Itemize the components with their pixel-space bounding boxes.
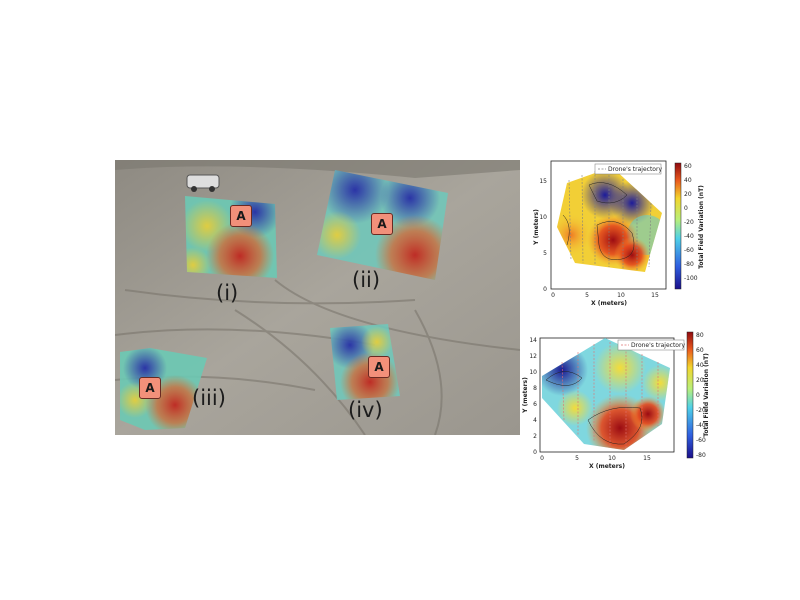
svg-text:-20: -20 [696,407,706,414]
svg-text:0: 0 [551,292,555,299]
svg-text:12: 12 [529,353,537,360]
svg-text:-80: -80 [684,261,694,268]
colorbar-label: Total Field Variation (nT) [698,185,705,269]
anomaly-badge: A [368,356,390,378]
y-axis: 0 5 10 15 Y (meters) [533,178,547,293]
svg-text:6: 6 [533,401,537,408]
svg-text:80: 80 [696,332,704,339]
svg-text:0: 0 [696,392,700,399]
svg-text:60: 60 [684,163,692,170]
anomaly-badge: A [371,213,393,235]
svg-text:14: 14 [529,337,537,344]
svg-text:4: 4 [533,417,537,424]
plot-area [539,337,675,453]
y-axis: 0 2 4 6 8 10 12 14 Y (meters) [522,337,537,456]
colorbar: 80 60 40 20 0 -20 -40 -60 -80 Total Fiel… [686,331,710,459]
svg-text:15: 15 [643,455,651,462]
svg-text:15: 15 [651,292,659,299]
anomaly-badge: A [230,205,252,227]
svg-text:40: 40 [684,177,692,184]
svg-text:15: 15 [539,178,547,185]
svg-text:-80: -80 [696,452,706,459]
svg-text:-100: -100 [684,275,698,282]
anomaly-badge: A [139,377,161,399]
survey-patch-iv [330,324,400,400]
legend: Drone's trajectory [617,339,685,351]
site-label-iv: (iv) [348,398,383,422]
y-axis-label: Y (meters) [522,377,529,414]
svg-text:20: 20 [684,191,692,198]
x-axis: 0 5 10 15 X (meters) [540,455,651,470]
svg-text:-40: -40 [684,233,694,240]
svg-text:0: 0 [533,449,537,456]
survey-patch-ii [317,170,448,280]
svg-text:60: 60 [696,347,704,354]
y-axis-label: Y (meters) [533,209,540,246]
legend: Drone's trajectory [594,163,662,175]
site-label-ii: (ii) [352,268,381,292]
aerial-photo [115,160,520,435]
svg-text:10: 10 [529,369,537,376]
truck [186,174,220,192]
svg-text:-60: -60 [696,437,706,444]
svg-text:5: 5 [575,455,579,462]
site-label-i: (i) [216,281,239,305]
magnetic-map-top: 0 5 10 15 X (meters) 0 5 10 15 Y (meters… [527,155,707,310]
colorbar: 60 40 20 0 -20 -40 -60 -80 -100 Total Fi… [674,162,705,290]
svg-text:10: 10 [608,455,616,462]
svg-text:0: 0 [540,455,544,462]
svg-text:-20: -20 [684,219,694,226]
x-axis: 0 5 10 15 X (meters) [551,292,659,307]
svg-text:-40: -40 [696,422,706,429]
plot-area [550,160,667,290]
svg-text:0: 0 [684,205,688,212]
svg-text:0: 0 [543,286,547,293]
svg-text:8: 8 [533,385,537,392]
svg-text:10: 10 [617,292,625,299]
svg-text:5: 5 [543,250,547,257]
legend-label: Drone's trajectory [608,166,662,173]
svg-text:40: 40 [696,362,704,369]
magnetic-map-bottom: 0 5 10 15 X (meters) 0 2 4 6 8 10 12 14 … [520,328,710,478]
svg-text:10: 10 [539,214,547,221]
survey-patch-i [185,196,277,278]
legend-label: Drone's trajectory [631,342,685,349]
site-label-iii: (iii) [192,386,226,410]
x-axis-label: X (meters) [589,463,625,470]
svg-text:-60: -60 [684,247,694,254]
x-axis-label: X (meters) [591,300,627,307]
colorbar-label: Total Field Variation (nT) [703,353,710,437]
svg-text:20: 20 [696,377,704,384]
svg-text:5: 5 [585,292,589,299]
svg-text:2: 2 [533,433,537,440]
